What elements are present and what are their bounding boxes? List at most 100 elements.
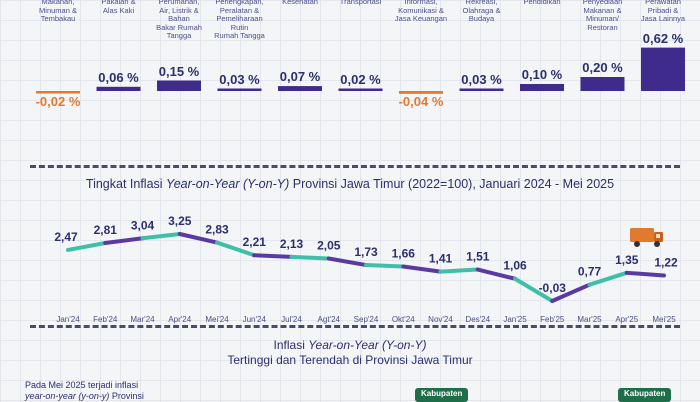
section-divider: [30, 165, 680, 168]
bar-value-label: 0,20 %: [582, 60, 623, 75]
line-segment: [66, 240, 108, 252]
category-label-line: Pendidikan: [523, 0, 561, 6]
bar: [641, 47, 685, 91]
line-chart-title: Tingkat Inflasi Year-on-Year (Y-on-Y) Pr…: [0, 177, 700, 191]
category-label-line: Budaya: [468, 14, 495, 23]
point-value-label: 1,51: [466, 250, 490, 264]
point-value-label: 2,05: [317, 239, 341, 253]
line-segment: [215, 240, 257, 258]
category-label-line: Komunikasi &: [398, 5, 444, 15]
note-text: Provinsi: [109, 391, 144, 401]
bar: [157, 80, 201, 91]
point-value-label: 1,73: [354, 245, 378, 259]
x-tick-label: Des'24: [465, 315, 490, 324]
category-label: Perawatan Pribadi & Jasa Lainnya: [634, 0, 692, 24]
point-value-label: 3,04: [131, 218, 155, 232]
category-label-line: Air, Listrik &: [159, 5, 199, 15]
line-chart-title-part: Provinsi Jawa Timur (2022=100), Januari …: [289, 177, 615, 191]
yoy-line-chart: 2,47 Jan'24 2,81 Feb'24 3,04 Mar'24 3,25 Apr'24…: [54, 214, 678, 324]
category-label-line: Perumahan,: [158, 0, 200, 6]
bar-value-label: 0,06 %: [98, 69, 139, 85]
bar-value-label: -0,04 %: [398, 94, 444, 109]
line-segment: [475, 267, 517, 281]
x-tick-label: Mei'24: [205, 315, 229, 324]
point-value-label: 1,06: [503, 259, 527, 273]
line-chart-title-part: Tingkat Inflasi: [85, 177, 167, 191]
x-tick-label: Sep'24: [354, 315, 379, 324]
category-label-line: Informasi,: [404, 0, 438, 6]
bottom-title-part: Inflasi: [273, 338, 309, 352]
category-label: Informasi, Komunikasi & Jasa Keuangan: [392, 0, 450, 24]
bar: [520, 84, 564, 91]
bar: [580, 77, 625, 91]
line-chart-title-italic: Year-on-Year (Y-on-Y): [166, 177, 290, 191]
x-tick-label: Agt'24: [318, 315, 341, 324]
x-tick-label: Mar'25: [577, 315, 602, 324]
category-label-line: Olahraga &: [462, 5, 501, 15]
line-segment: [587, 270, 629, 287]
bar-value-label: 0,03 %: [461, 71, 502, 87]
point-value-label: 2,21: [243, 235, 267, 249]
category-label-line: Makanan,: [41, 0, 75, 6]
bar: [96, 86, 141, 91]
x-tick-label: Apr'24: [168, 315, 191, 324]
category-label-line: Pribadi &: [647, 5, 679, 15]
category-label: Pakaian & Alas Kaki: [90, 0, 148, 15]
category-label: Penyediaan Makanan & Minuman/Restoran: [574, 0, 632, 32]
point-value-label: 1,22: [654, 255, 678, 269]
bar-value-label: 0,62 %: [642, 30, 684, 46]
category-label: Perumahan, Air, Listrik & Bahan Bakar Rumah…: [150, 0, 208, 41]
point-value-label: 2,47: [54, 230, 78, 244]
category-label-line: Makanan &: [583, 5, 622, 15]
x-tick-label: Jan'25: [503, 315, 527, 324]
category-label-line: Transportasi: [339, 0, 382, 6]
category-label: Makanan, Minuman & Tembakau: [29, 0, 87, 24]
line-segment: [624, 270, 666, 278]
x-tick-label: Mar'24: [130, 315, 155, 324]
line-segment: [252, 253, 294, 259]
note-line: Pada Mei 2025 terjadi inflasi: [25, 380, 139, 390]
x-tick-label: Nov'24: [428, 315, 453, 324]
line-segment: [289, 254, 331, 261]
category-label-line: Perawatan: [645, 0, 681, 6]
region-badge-highest: Kabupaten: [415, 388, 469, 402]
bar: [278, 86, 322, 91]
x-tick-label: Feb'25: [540, 315, 565, 324]
line-segment: [550, 282, 592, 303]
category-label-line: Restoran: [587, 22, 618, 32]
line-segment: [364, 263, 406, 269]
x-tick-label: Mei'25: [652, 315, 676, 324]
x-tick-label: Jul'24: [281, 315, 302, 324]
line-segment: [326, 256, 368, 268]
line-segment: [140, 232, 182, 241]
point-value-label: 2,81: [94, 223, 118, 237]
line-segment: [103, 236, 145, 245]
category-label-line: Minuman/: [586, 14, 619, 23]
note-italic: year-on-year (y-on-y): [25, 391, 110, 401]
category-label-line: Minuman &: [39, 5, 77, 15]
category-label-line: Peralatan &: [219, 5, 260, 15]
x-tick-label: Jan'24: [56, 315, 80, 324]
bottom-title-line1: Inflasi Year-on-Year (Y-on-Y): [0, 338, 700, 352]
bottom-title-text: Tertinggi dan Terendah di Provinsi Jawa …: [227, 353, 473, 367]
category-label: Kesehatan: [271, 0, 329, 7]
category-label-line: Rutin: [230, 22, 249, 32]
bottom-title-italic: Year-on-Year (Y-on-Y): [308, 338, 427, 352]
category-label-line: Tangga: [166, 31, 192, 40]
category-label-line: Jasa Lainnya: [640, 14, 686, 23]
category-label-line: Kesehatan: [282, 0, 318, 6]
x-tick-label: Okt'24: [392, 315, 415, 324]
delivery-truck-icon: [630, 228, 663, 247]
category-label: Pendidikan: [513, 0, 571, 7]
line-segment: [401, 264, 443, 274]
point-value-label: 1,35: [615, 253, 639, 267]
category-label-line: Rekreasi,: [465, 0, 498, 6]
bar: [36, 91, 80, 94]
category-label-line: Bakar Rumah: [156, 22, 202, 32]
bar-value-label: 0,03 %: [219, 71, 260, 87]
category-label: Rekreasi, Olahraga & Budaya: [453, 0, 511, 24]
bar: [459, 88, 504, 91]
bar: [217, 88, 262, 91]
line-segment: [177, 232, 219, 245]
section-divider: [30, 325, 680, 328]
